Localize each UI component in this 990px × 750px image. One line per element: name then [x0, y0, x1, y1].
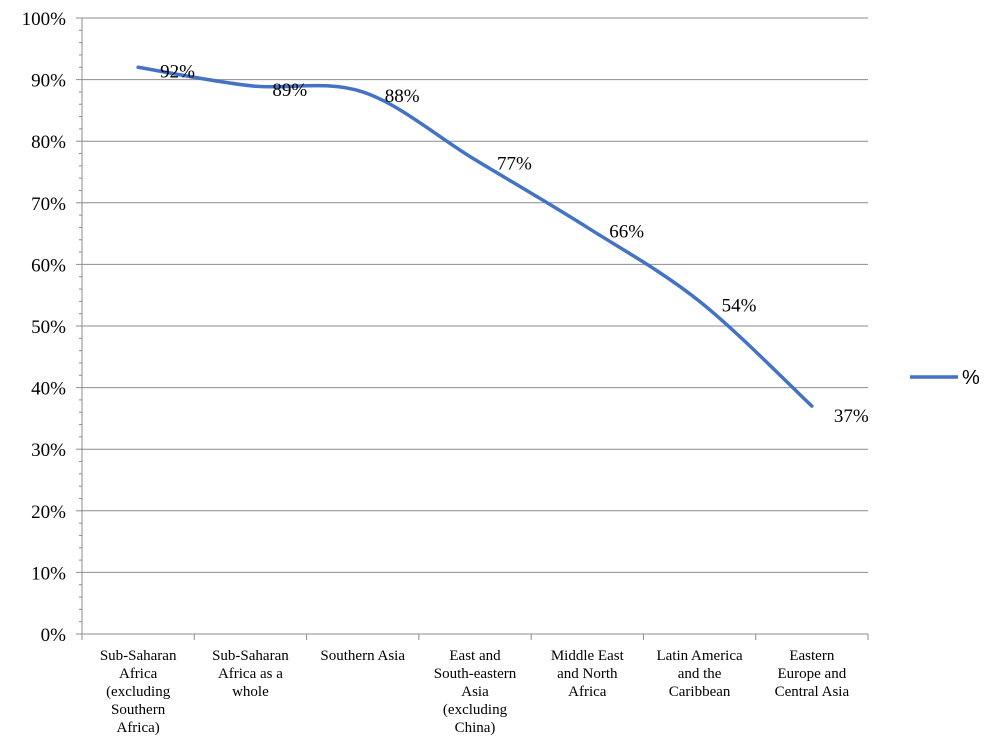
y-tick-label: 50%: [31, 317, 66, 338]
y-tick-label: 60%: [31, 255, 66, 276]
x-category-label: Sub-Saharan Africa as a whole: [212, 648, 289, 700]
data-label: 77%: [497, 154, 532, 175]
data-label: 92%: [160, 61, 195, 82]
y-tick-label: 0%: [41, 625, 67, 646]
y-tick-label: 40%: [31, 379, 66, 400]
x-category-label: Southern Asia: [320, 648, 405, 664]
x-axis-category-labels: Sub-Saharan Africa (excluding Southern Afric…: [100, 648, 850, 736]
y-tick-label: 70%: [31, 194, 66, 215]
x-category-label: Sub-Saharan Africa (excluding Southern Afric…: [100, 648, 177, 736]
y-tick-label: 30%: [31, 440, 66, 461]
series-line: [136, 65, 814, 408]
data-label: 66%: [609, 221, 644, 242]
legend-label: %: [962, 367, 980, 389]
data-label: 88%: [385, 86, 420, 107]
y-tick-label: 10%: [31, 563, 66, 584]
gridlines: [82, 17, 868, 573]
data-label: 37%: [834, 406, 869, 427]
x-category-label: East and South-eastern Asia (excluding China…: [434, 648, 517, 736]
y-tick-label: 20%: [31, 502, 66, 523]
y-tick-label: 90%: [31, 71, 66, 92]
data-label: 54%: [722, 295, 757, 316]
y-tick-label: 100%: [22, 9, 67, 30]
y-tick-label: 80%: [31, 132, 66, 153]
legend: %: [910, 367, 980, 389]
x-category-label: Eastern Europe and Central Asia: [775, 648, 850, 700]
series-group: [136, 65, 814, 408]
x-category-label: Latin America and the Caribbean: [656, 648, 743, 700]
data-labels: 92% 89% 88% 77% 66% 54% 37%: [160, 61, 869, 427]
x-category-label: Middle East and North Africa: [551, 648, 625, 700]
axes: [76, 17, 869, 640]
data-label: 89%: [272, 80, 307, 101]
y-axis-tick-labels: 0% 10% 20% 30% 40% 50% 60% 70% 80% 90% 100%: [22, 9, 67, 646]
